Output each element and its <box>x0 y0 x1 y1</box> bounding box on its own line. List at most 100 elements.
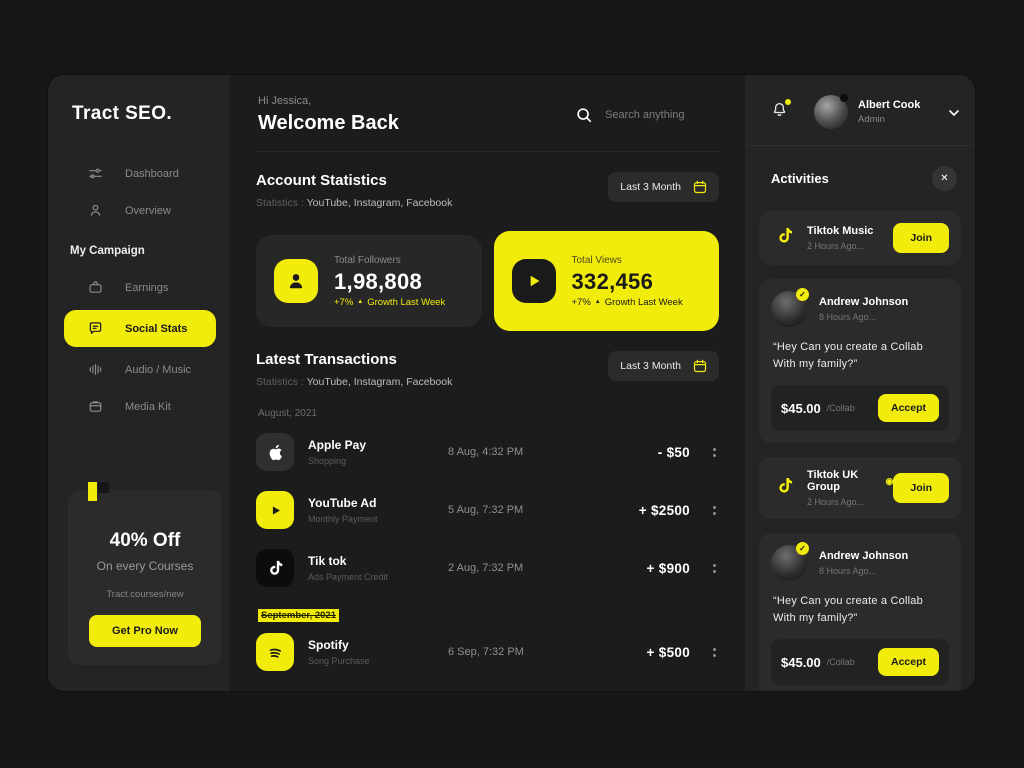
table-row[interactable]: Tik tok Ads Payment Credit 2 Aug, 7:32 P… <box>256 539 719 597</box>
sidebar: Tract SEO. Dashboard Overview My Campaig… <box>48 75 230 691</box>
sidebar-section-my-campaign: My Campaign <box>70 245 145 257</box>
promo-subtitle: On every Courses <box>96 559 194 573</box>
close-activities-button[interactable]: ✕ <box>932 166 957 191</box>
row-menu-button[interactable] <box>710 645 719 660</box>
dashboard: Tract SEO. Dashboard Overview My Campaig… <box>48 75 975 691</box>
account-statistics-header: Account Statistics Statistics : YouTube,… <box>256 172 719 209</box>
join-button[interactable]: Join <box>893 473 949 504</box>
activity-message: “Hey Can you create a Collab With my fam… <box>773 595 923 625</box>
tiktok-icon <box>256 549 294 587</box>
activity-message: “Hey Can you create a Collab With my fam… <box>773 341 923 371</box>
sidebar-item-dashboard[interactable]: Dashboard <box>48 155 230 192</box>
sidebar-item-label: Media Kit <box>125 400 171 413</box>
sidebar-item-label: Social Stats <box>125 322 188 335</box>
avatar: ✓ <box>771 542 809 582</box>
sidebar-item-label: Overview <box>125 204 171 217</box>
stat-cards: Total Followers 1,98,808 +7% ▲ Growth La… <box>256 231 719 331</box>
subtitle-value: YouTube, Instagram, Facebook <box>306 197 453 209</box>
tiktok-icon <box>775 476 795 501</box>
verified-badge-icon: ✓ <box>796 288 809 301</box>
row-menu-button[interactable] <box>710 561 719 576</box>
transaction-amount: - $50 <box>657 444 690 460</box>
transaction-date: 2 Aug, 7:32 PM <box>448 562 524 574</box>
transaction-name: Apple Pay <box>308 438 367 452</box>
promo-link[interactable]: Tract.courses/new <box>106 589 184 600</box>
transaction-desc: Song Purchase <box>308 656 370 666</box>
sidebar-item-label: Dashboard <box>125 167 179 180</box>
section-subtitle: Statistics : YouTube, Instagram, Faceboo… <box>256 197 452 209</box>
equalizer-icon <box>89 364 102 375</box>
activities-title: Activities <box>771 171 829 186</box>
activities-header: Activities ✕ <box>745 146 975 201</box>
subtitle-label: Statistics : <box>256 197 304 209</box>
transaction-desc: Shopping <box>308 456 347 466</box>
transaction-date: 8 Aug, 4:32 PM <box>448 446 524 458</box>
join-button[interactable]: Join <box>893 223 949 253</box>
apple-icon <box>256 433 294 471</box>
sidebar-item-label: Earnings <box>125 281 169 294</box>
stat-value: 1,98,808 <box>334 268 423 294</box>
table-row[interactable]: Spotify Song Purchase 6 Sep, 7:32 PM + $… <box>256 623 719 681</box>
sidebar-item-earnings[interactable]: Earnings <box>48 269 230 306</box>
table-row[interactable]: Apple Pay Shopping 8 Aug, 4:32 PM - $50 <box>256 423 719 481</box>
collab-price-unit: /Collab <box>826 403 855 414</box>
sidebar-item-media-kit[interactable]: Media Kit <box>48 388 230 425</box>
activity-name: Tiktok UK Group ◉ <box>807 469 894 494</box>
user-icon <box>90 204 101 216</box>
sidebar-item-overview[interactable]: Overview <box>48 192 230 229</box>
close-icon: ✕ <box>940 173 949 184</box>
chat-icon <box>89 322 102 334</box>
search-icon <box>577 108 592 123</box>
accept-button[interactable]: Accept <box>877 394 939 423</box>
sidebar-item-label: Audio / Music <box>125 363 192 376</box>
right-panel: Albert Cook Admin Activities ✕ Tiktok Mu… <box>745 75 975 691</box>
group-badge-icon: ◉ <box>885 475 894 486</box>
activity-name: Tiktok Music <box>807 225 874 237</box>
collab-price: $45.00 <box>781 400 821 416</box>
main-content: Hi Jessica, Welcome Back Account Statist… <box>230 75 745 691</box>
row-menu-button[interactable] <box>710 503 719 518</box>
row-menu-button[interactable] <box>710 445 719 460</box>
transaction-name: Tik tok <box>308 554 347 568</box>
transactions-filter-button[interactable]: Last 3 Month <box>608 351 719 381</box>
list-item: Tiktok Music 2 Hours Ago... Join <box>759 211 961 265</box>
briefcase-icon <box>89 281 102 293</box>
transaction-date: 6 Sep, 7:32 PM <box>448 646 524 658</box>
sidebar-item-audio-music[interactable]: Audio / Music <box>48 351 230 388</box>
subtitle-label: Statistics : <box>256 376 304 388</box>
accept-button[interactable]: Accept <box>877 648 939 677</box>
calendar-icon <box>693 359 707 373</box>
activity-name: Andrew Johnson <box>819 296 909 308</box>
main-header: Hi Jessica, Welcome Back <box>256 75 719 152</box>
search-input[interactable] <box>603 108 717 122</box>
views-card[interactable]: Total Views 332,456 +7% ▲ Growth Last We… <box>493 231 719 331</box>
calendar-icon <box>693 180 707 194</box>
activity-name: Andrew Johnson <box>819 550 909 563</box>
search-bar[interactable] <box>575 106 717 124</box>
transaction-name: Spotify <box>308 638 349 652</box>
stat-label: Total Followers <box>334 254 401 266</box>
avatar[interactable] <box>814 94 848 129</box>
promo-card: 40% Off On every Courses Tract.courses/n… <box>68 482 222 665</box>
growth-up-icon: ▲ <box>594 299 601 305</box>
profile-menu-button[interactable] <box>949 103 959 121</box>
collab-offer-row: $45.00 /Collab Accept <box>771 639 949 686</box>
sidebar-item-social-stats[interactable]: Social Stats <box>64 310 216 347</box>
sliders-icon <box>89 168 102 179</box>
list-item: ✓ Andrew Johnson 8 Hours Ago... “Hey Can… <box>759 533 961 691</box>
stat-value: 332,456 <box>571 268 654 294</box>
section-title: Account Statistics <box>256 172 387 189</box>
stat-growth: +7% ▲ Growth Last Week <box>334 296 446 308</box>
table-row[interactable]: YouTube Ad Monthly Payment 5 Aug, 7:32 P… <box>256 481 719 539</box>
collab-price: $45.00 <box>781 654 821 670</box>
status-dot <box>840 94 848 102</box>
followers-card[interactable]: Total Followers 1,98,808 +7% ▲ Growth La… <box>256 235 482 327</box>
profile-role: Admin <box>858 114 885 125</box>
notifications-button[interactable] <box>771 99 791 123</box>
promo-logo-icon <box>88 482 109 501</box>
avatar: ✓ <box>771 288 809 327</box>
get-pro-button[interactable]: Get Pro Now <box>89 615 201 647</box>
stat-growth: +7% ▲ Growth Last Week <box>571 296 683 308</box>
stats-filter-button[interactable]: Last 3 Month <box>608 172 719 202</box>
subtitle-value: YouTube, Instagram, Facebook <box>306 376 453 388</box>
